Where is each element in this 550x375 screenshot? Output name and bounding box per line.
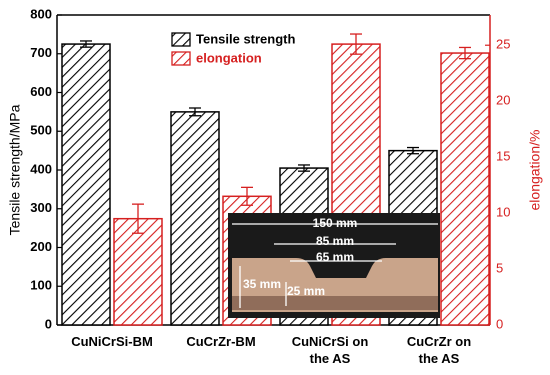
legend-label: Tensile strength (196, 31, 296, 46)
error-bar (80, 40, 92, 48)
error-bar (132, 203, 144, 234)
error-bar (350, 33, 362, 55)
y2-tick-label: 25 (496, 37, 510, 52)
error-bar (298, 164, 310, 172)
y2-tick-label: 5 (496, 260, 503, 275)
legend-swatch (171, 32, 191, 47)
bar (440, 52, 490, 326)
y-tick-label: 500 (30, 123, 52, 138)
y2-tick-label: 0 (496, 316, 503, 331)
dimension-label: 35 mm (243, 277, 281, 291)
dimension-label: 150 mm (313, 216, 358, 230)
y2-axis-label: elongation/% (527, 130, 543, 211)
error-bar (459, 46, 471, 60)
x-tick-label: CuNiCrSi on the AS (291, 334, 369, 366)
dimension-label: 25 mm (287, 284, 325, 298)
error-bar (241, 186, 253, 206)
bar (61, 43, 111, 326)
y-axis-label: Tensile strength/MPa (7, 104, 23, 235)
y-tick-label: 800 (30, 6, 52, 21)
bar (113, 217, 163, 326)
y2-tick-label: 10 (496, 205, 510, 220)
y2-tick-label: 20 (496, 93, 510, 108)
legend-swatch (171, 51, 191, 66)
error-bar (189, 107, 201, 117)
y-tick-label: 600 (30, 84, 52, 99)
y-tick-label: 200 (30, 239, 52, 254)
legend-label: elongation (196, 50, 262, 65)
inset-photo (228, 213, 440, 318)
dimension-label: 85 mm (316, 234, 354, 248)
x-tick-label: CuCrZr-BM (186, 334, 256, 349)
x-tick-label: CuCrZr on the AS (406, 334, 472, 366)
error-bar (407, 146, 419, 155)
x-tick-label: CuNiCrSi-BM (71, 334, 153, 349)
y-tick-label: 100 (30, 278, 52, 293)
y-tick-label: 400 (30, 161, 52, 176)
bar (170, 111, 220, 326)
dimension-label: 65 mm (316, 250, 354, 264)
y-tick-label: 700 (30, 45, 52, 60)
y-tick-label: 300 (30, 200, 52, 215)
y-tick-label: 0 (45, 316, 52, 331)
y2-tick-label: 15 (496, 149, 510, 164)
specimen-lower (232, 296, 438, 310)
